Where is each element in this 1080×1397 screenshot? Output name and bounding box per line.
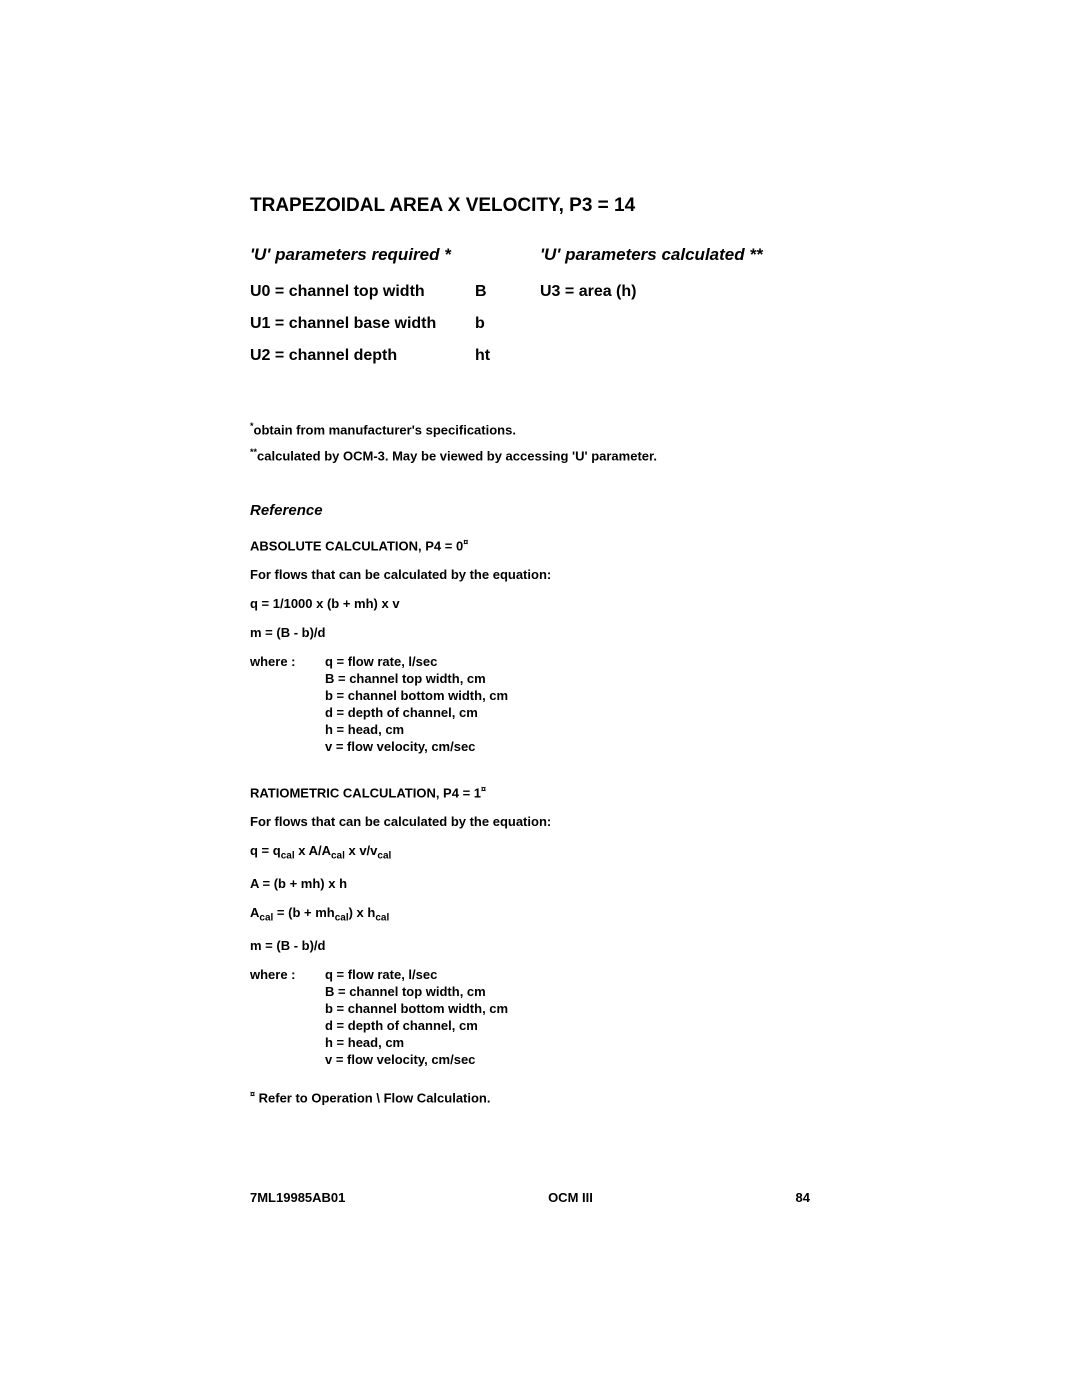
footnote-text: Refer to Operation \ Flow Calculation. xyxy=(255,1090,490,1105)
where-def: h = head, cm xyxy=(325,1035,870,1050)
params-calculated-col: 'U' parameters calculated ** U3 = area (… xyxy=(540,245,870,379)
where-def: b = channel bottom width, cm xyxy=(325,688,870,703)
calc-header-text: RATIOMETRIC CALCULATION, P4 = 1 xyxy=(250,785,481,800)
absolute-eq2: m = (B - b)/d xyxy=(250,625,870,640)
where-def: v = flow velocity, cm/sec xyxy=(325,1052,870,1067)
note-sup: ** xyxy=(250,447,257,457)
where-def: h = head, cm xyxy=(325,722,870,737)
note-1: *obtain from manufacturer's specificatio… xyxy=(250,421,870,437)
absolute-intro: For flows that can be calculated by the … xyxy=(250,567,870,582)
where-defs: q = flow rate, l/sec B = channel top wid… xyxy=(325,967,870,1069)
params-section: 'U' parameters required * U0 = channel t… xyxy=(250,245,870,379)
ratiometric-intro: For flows that can be calculated by the … xyxy=(250,814,870,829)
param-label: U3 = area (h) xyxy=(540,283,765,301)
param-row: U3 = area (h) xyxy=(540,283,870,301)
where-def: B = channel top width, cm xyxy=(325,984,870,999)
where-label: where : xyxy=(250,654,325,756)
absolute-where: where : q = flow rate, l/sec B = channel… xyxy=(250,654,870,756)
ratiometric-eq4: m = (B - b)/d xyxy=(250,938,870,953)
param-label: U0 = channel top width xyxy=(250,283,475,301)
where-def: d = depth of channel, cm xyxy=(325,1018,870,1033)
param-row: U0 = channel top width B xyxy=(250,283,540,301)
where-def: v = flow velocity, cm/sec xyxy=(325,739,870,754)
param-symbol: ht xyxy=(475,347,515,365)
where-def: b = channel bottom width, cm xyxy=(325,1001,870,1016)
ratiometric-where: where : q = flow rate, l/sec B = channel… xyxy=(250,967,870,1069)
reference-header: Reference xyxy=(250,502,870,519)
page-title: TRAPEZOIDAL AREA X VELOCITY, P3 = 14 xyxy=(250,195,870,217)
ratiometric-eq3: Acal = (b + mhcal) x hcal xyxy=(250,905,870,924)
note-text: calculated by OCM-3. May be viewed by ac… xyxy=(257,449,657,464)
absolute-eq1: q = 1/1000 x (b + mh) x v xyxy=(250,596,870,611)
footnote: ¤ Refer to Operation \ Flow Calculation. xyxy=(250,1089,870,1105)
ratiometric-eq1: q = qcal x A/Acal x v/vcal xyxy=(250,843,870,862)
page-footer: 7ML19985AB01 OCM III 84 xyxy=(250,1190,810,1205)
where-def: B = channel top width, cm xyxy=(325,671,870,686)
absolute-calc-header: ABSOLUTE CALCULATION, P4 = 0¤ xyxy=(250,537,870,553)
param-symbol: B xyxy=(475,283,515,301)
param-label: U2 = channel depth xyxy=(250,347,475,365)
note-2: **calculated by OCM-3. May be viewed by … xyxy=(250,447,870,463)
footer-left: 7ML19985AB01 xyxy=(250,1190,345,1205)
where-def: q = flow rate, l/sec xyxy=(325,654,870,669)
calc-header-sup: ¤ xyxy=(481,784,486,794)
params-required-header: 'U' parameters required * xyxy=(250,245,540,265)
param-row: U2 = channel depth ht xyxy=(250,347,540,365)
ratiometric-calc-header: RATIOMETRIC CALCULATION, P4 = 1¤ xyxy=(250,784,870,800)
footer-center: OCM III xyxy=(548,1190,593,1205)
calc-header-sup: ¤ xyxy=(463,537,468,547)
notes-section: *obtain from manufacturer's specificatio… xyxy=(250,421,870,464)
calc-header-text: ABSOLUTE CALCULATION, P4 = 0 xyxy=(250,538,463,553)
where-def: q = flow rate, l/sec xyxy=(325,967,870,982)
params-calculated-header: 'U' parameters calculated ** xyxy=(540,245,870,265)
param-symbol: b xyxy=(475,315,515,333)
footer-right: 84 xyxy=(796,1190,810,1205)
params-required-col: 'U' parameters required * U0 = channel t… xyxy=(250,245,540,379)
note-text: obtain from manufacturer's specification… xyxy=(254,422,516,437)
page-content: TRAPEZOIDAL AREA X VELOCITY, P3 = 14 'U'… xyxy=(250,195,870,1105)
where-defs: q = flow rate, l/sec B = channel top wid… xyxy=(325,654,870,756)
param-row: U1 = channel base width b xyxy=(250,315,540,333)
where-def: d = depth of channel, cm xyxy=(325,705,870,720)
param-label: U1 = channel base width xyxy=(250,315,475,333)
ratiometric-eq2: A = (b + mh) x h xyxy=(250,876,870,891)
where-label: where : xyxy=(250,967,325,1069)
